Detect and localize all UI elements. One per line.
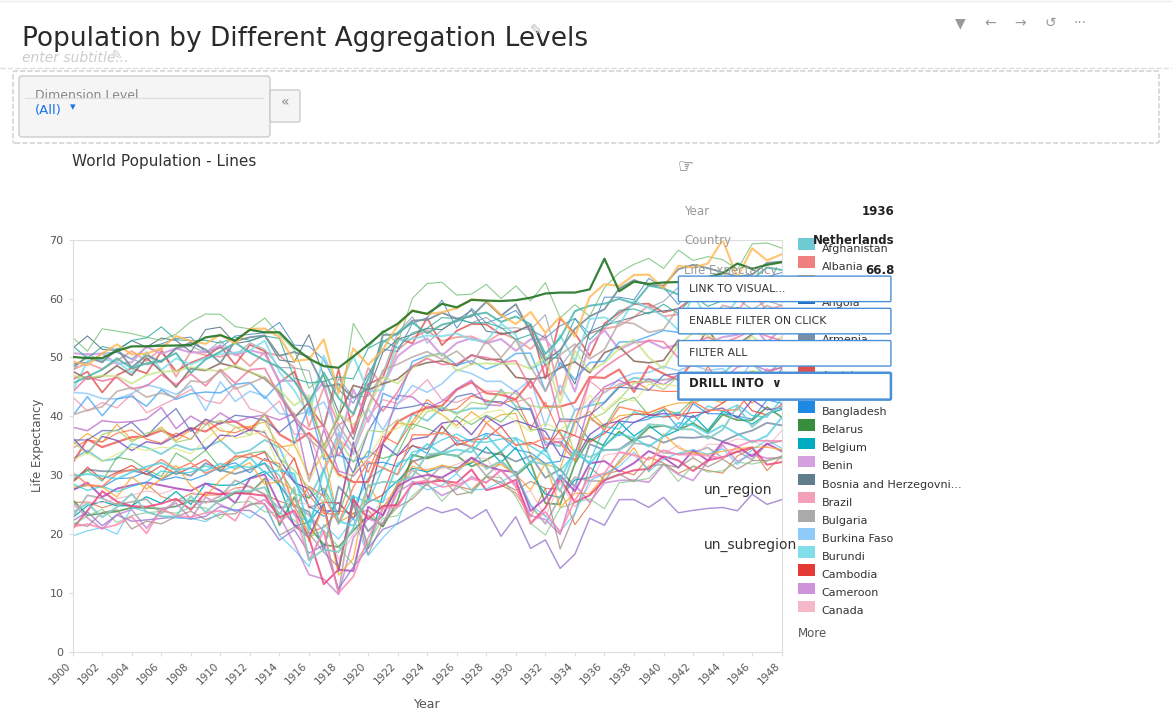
Text: →: → <box>1014 16 1026 30</box>
Text: Canada: Canada <box>822 606 865 616</box>
Text: ▾: ▾ <box>70 102 76 112</box>
FancyBboxPatch shape <box>798 420 815 431</box>
Text: Armenia: Armenia <box>822 334 868 344</box>
FancyBboxPatch shape <box>798 510 815 521</box>
Text: LINK TO VISUAL...: LINK TO VISUAL... <box>689 284 785 294</box>
Text: Year: Year <box>684 205 709 218</box>
Text: un_subregion: un_subregion <box>703 538 797 552</box>
Text: Life Expectancy: Life Expectancy <box>684 264 777 277</box>
Text: (All): (All) <box>35 104 62 117</box>
Text: Burkina Faso: Burkina Faso <box>822 534 893 544</box>
Text: ←: ← <box>984 16 996 30</box>
FancyBboxPatch shape <box>798 402 815 413</box>
Text: 1936: 1936 <box>861 205 894 218</box>
Text: Algeria: Algeria <box>822 281 861 290</box>
Text: Cambodia: Cambodia <box>822 570 878 580</box>
FancyBboxPatch shape <box>19 76 270 137</box>
Text: FILTER ALL: FILTER ALL <box>689 348 747 358</box>
FancyBboxPatch shape <box>798 583 815 594</box>
Text: More: More <box>798 627 827 640</box>
Text: Bulgaria: Bulgaria <box>822 516 868 526</box>
Text: Country: Country <box>684 235 731 248</box>
Text: DRILL INTO  ∨: DRILL INTO ∨ <box>689 377 782 390</box>
Text: Albania: Albania <box>822 262 864 272</box>
FancyBboxPatch shape <box>798 601 815 612</box>
FancyBboxPatch shape <box>798 564 815 576</box>
Text: Australia: Australia <box>822 353 871 363</box>
Text: Brazil: Brazil <box>822 498 853 508</box>
Text: enter subtitle...: enter subtitle... <box>22 51 129 65</box>
FancyBboxPatch shape <box>798 455 815 468</box>
FancyBboxPatch shape <box>13 71 1159 143</box>
FancyBboxPatch shape <box>798 528 815 540</box>
FancyBboxPatch shape <box>270 90 300 122</box>
Text: ENABLE FILTER ON CLICK: ENABLE FILTER ON CLICK <box>689 316 826 326</box>
Text: ▼: ▼ <box>955 16 966 30</box>
FancyBboxPatch shape <box>679 373 891 400</box>
FancyBboxPatch shape <box>798 437 815 449</box>
Text: ☞: ☞ <box>677 158 694 175</box>
FancyBboxPatch shape <box>798 474 815 485</box>
Text: Dimension Level: Dimension Level <box>35 89 138 102</box>
Text: Angola: Angola <box>822 299 860 309</box>
Text: Belgium: Belgium <box>822 443 867 453</box>
Text: 66.8: 66.8 <box>865 264 894 277</box>
Text: Benin: Benin <box>822 462 853 471</box>
FancyBboxPatch shape <box>798 492 815 503</box>
Text: Bangladesh: Bangladesh <box>822 407 887 417</box>
FancyBboxPatch shape <box>798 365 815 377</box>
Text: ···: ··· <box>1074 16 1086 30</box>
Text: Cameroon: Cameroon <box>822 589 879 599</box>
FancyBboxPatch shape <box>679 276 891 301</box>
Y-axis label: Life Expectancy: Life Expectancy <box>30 399 45 493</box>
Text: ✎: ✎ <box>113 49 123 62</box>
FancyBboxPatch shape <box>798 311 815 322</box>
Text: Afghanistan: Afghanistan <box>822 244 888 254</box>
FancyBboxPatch shape <box>679 341 891 366</box>
FancyBboxPatch shape <box>798 274 815 286</box>
FancyBboxPatch shape <box>798 256 815 268</box>
Text: Bosnia and Herzegovni...: Bosnia and Herzegovni... <box>822 480 961 490</box>
Text: ↺: ↺ <box>1044 16 1056 30</box>
FancyBboxPatch shape <box>798 329 815 340</box>
FancyBboxPatch shape <box>798 383 815 395</box>
FancyBboxPatch shape <box>798 347 815 359</box>
Text: ✎: ✎ <box>530 23 543 38</box>
Text: Burundi: Burundi <box>822 552 866 562</box>
Text: Population by Different Aggregation Levels: Population by Different Aggregation Leve… <box>22 26 588 52</box>
Text: Argentina: Argentina <box>822 316 877 326</box>
Text: Austria: Austria <box>822 371 861 381</box>
FancyBboxPatch shape <box>798 293 815 304</box>
Text: «: « <box>281 95 289 109</box>
FancyBboxPatch shape <box>798 546 815 558</box>
Text: Belarus: Belarus <box>822 425 864 435</box>
X-axis label: Year: Year <box>414 697 441 710</box>
Text: Netherlands: Netherlands <box>812 235 894 248</box>
Text: un_region: un_region <box>703 483 772 497</box>
FancyBboxPatch shape <box>679 309 891 334</box>
Text: World Population - Lines: World Population - Lines <box>71 154 257 169</box>
Text: Azerbaijan: Azerbaijan <box>822 389 881 399</box>
FancyBboxPatch shape <box>798 238 815 250</box>
